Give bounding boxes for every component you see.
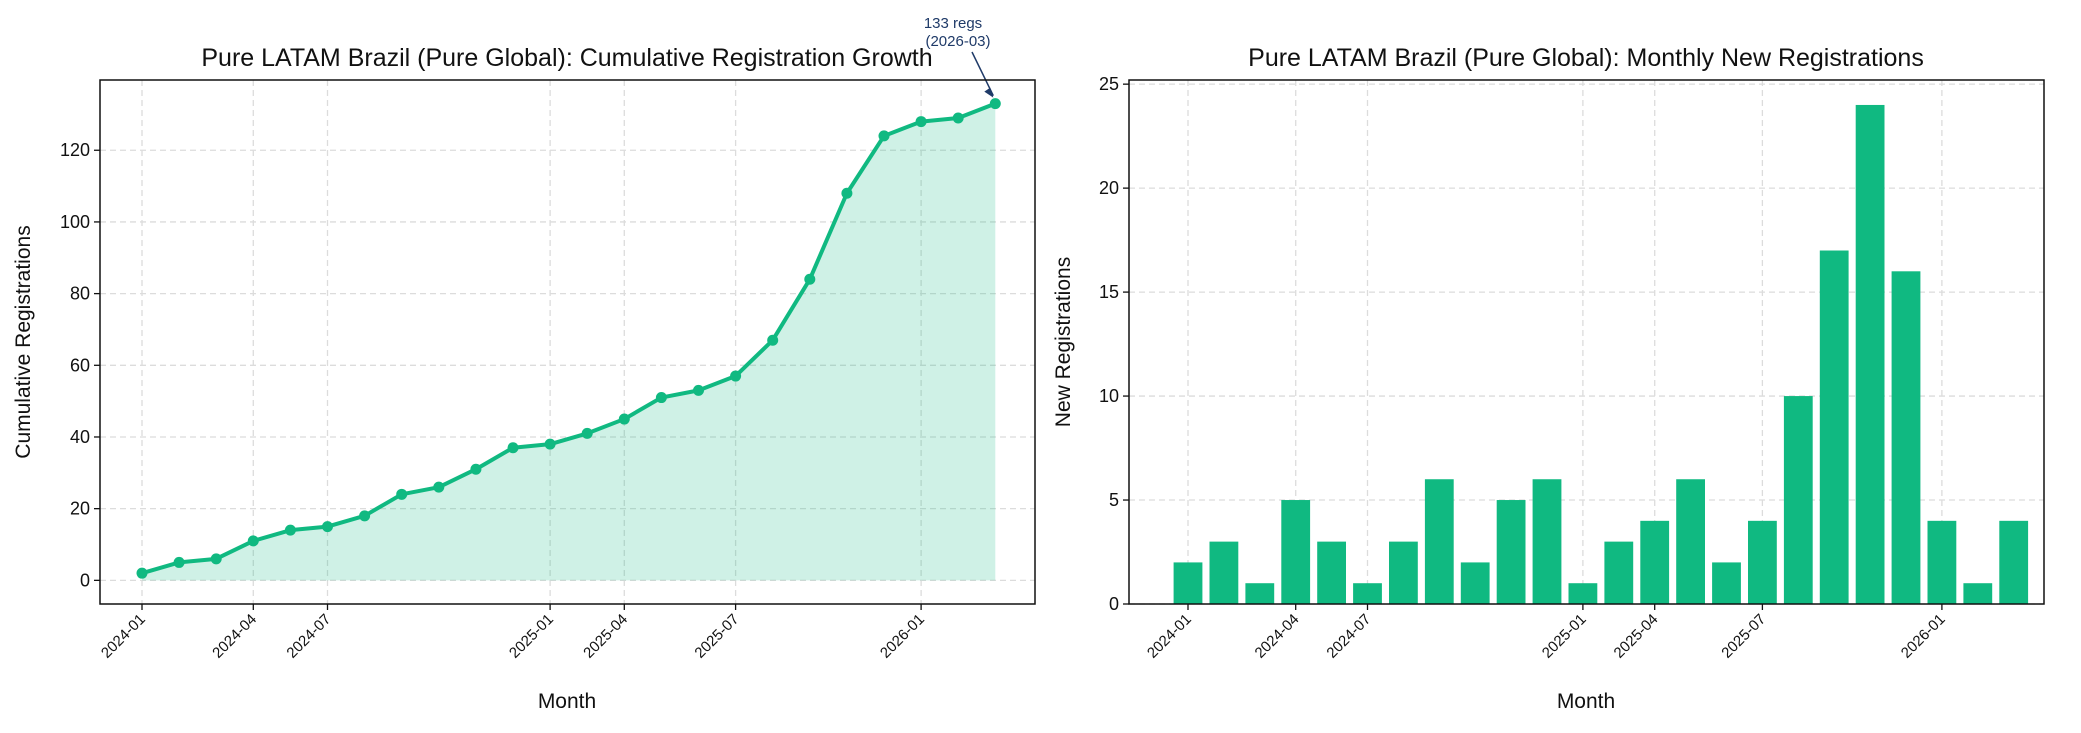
left-chart-title: Pure LATAM Brazil (Pure Global): Cumulat… xyxy=(201,44,932,72)
left-y-tick-label: 0 xyxy=(80,570,90,590)
bar xyxy=(1317,541,1346,604)
right-y-tick-label: 20 xyxy=(1099,178,1119,198)
bar xyxy=(1424,479,1454,604)
bar xyxy=(1568,583,1598,604)
data-point xyxy=(173,556,185,568)
bar xyxy=(1604,541,1634,604)
right-x-tick-label: 2025-01 xyxy=(1539,611,1590,662)
data-point xyxy=(136,567,148,579)
left-x-tick-label: 2024-01 xyxy=(98,611,149,662)
left-x-tick-label: 2025-01 xyxy=(506,611,557,662)
right-y-tick-label: 15 xyxy=(1099,282,1119,302)
left-y-tick-label: 40 xyxy=(70,427,90,447)
right-x-tick-label: 2024-07 xyxy=(1323,611,1374,662)
data-point xyxy=(507,442,519,454)
left-x-tick-label: 2025-04 xyxy=(580,611,631,662)
left-plot-frame xyxy=(99,79,1036,605)
data-point xyxy=(470,463,482,475)
right-x-tick-label: 2026-01 xyxy=(1898,611,1949,662)
right-x-axis-label: Month xyxy=(1557,690,1615,713)
bar xyxy=(1209,541,1239,604)
right-x-tick-label: 2025-04 xyxy=(1611,611,1662,662)
data-point xyxy=(284,524,296,536)
bar xyxy=(1496,500,1526,604)
data-point xyxy=(841,187,853,199)
data-point xyxy=(693,384,704,396)
data-point xyxy=(878,130,890,142)
data-point xyxy=(804,273,816,285)
annotation-line1: 133 regs xyxy=(924,15,982,32)
right-x-tick-label: 2024-01 xyxy=(1144,611,1195,662)
bar xyxy=(1712,562,1741,604)
right-x-tick-label: 2024-04 xyxy=(1252,611,1303,662)
right-y-tick-label: 0 xyxy=(1109,594,1119,614)
cumulative-area-fill xyxy=(142,103,996,581)
left-x-tick-label: 2025-07 xyxy=(691,611,742,662)
bar xyxy=(1389,541,1418,604)
cumulative-line xyxy=(141,101,997,576)
annotation-line2: (2026-03) xyxy=(925,33,990,50)
data-point xyxy=(655,392,667,404)
data-point xyxy=(359,510,371,522)
left-x-tick-label: 2024-04 xyxy=(209,611,260,662)
bar xyxy=(1999,520,2029,604)
left-y-tick-label: 80 xyxy=(70,284,90,304)
left-y-tick-label: 60 xyxy=(70,355,90,375)
data-point xyxy=(433,481,445,493)
data-point xyxy=(989,98,1001,110)
annotation-arrowhead xyxy=(984,87,994,98)
data-point xyxy=(767,334,779,346)
bar xyxy=(1532,479,1562,604)
data-point xyxy=(396,488,408,500)
data-point xyxy=(730,370,742,382)
right-y-tick-label: 10 xyxy=(1099,386,1119,406)
bar xyxy=(1927,520,1957,604)
left-y-tick-label: 20 xyxy=(70,499,90,519)
left-x-axis-label: Month xyxy=(538,690,596,713)
data-point xyxy=(210,553,222,565)
bar xyxy=(1281,500,1311,604)
bar xyxy=(1748,520,1777,604)
data-point xyxy=(915,116,927,128)
bar xyxy=(1963,583,1993,604)
bar xyxy=(1676,479,1705,604)
bar xyxy=(1245,583,1275,604)
data-point xyxy=(544,438,556,450)
left-y-tick-label: 100 xyxy=(60,212,90,232)
left-y-axis-label: Cumulative Registrations xyxy=(12,225,35,458)
bar xyxy=(1891,271,1921,604)
data-point xyxy=(247,535,259,547)
right-y-axis-label: New Registrations xyxy=(1052,257,1075,427)
left-y-tick-label: 120 xyxy=(60,140,90,160)
data-point xyxy=(322,521,333,533)
right-chart-title: Pure LATAM Brazil (Pure Global): Monthly… xyxy=(1248,44,1924,72)
data-point xyxy=(952,112,964,124)
right-y-tick-label: 5 xyxy=(1109,490,1119,510)
right-plot-frame xyxy=(1128,79,2045,605)
bar xyxy=(1640,520,1670,604)
data-point xyxy=(618,413,630,425)
bar xyxy=(1173,562,1203,604)
bar xyxy=(1783,396,1813,604)
bar xyxy=(1460,562,1490,604)
left-x-tick-label: 2024-07 xyxy=(283,611,334,662)
bar xyxy=(1353,583,1382,604)
left-x-tick-label: 2026-01 xyxy=(877,611,928,662)
right-y-tick-label: 25 xyxy=(1099,74,1119,94)
bar xyxy=(1855,104,1885,604)
data-point xyxy=(581,427,593,439)
bar xyxy=(1819,250,1849,604)
right-x-tick-label: 2025-07 xyxy=(1718,611,1769,662)
